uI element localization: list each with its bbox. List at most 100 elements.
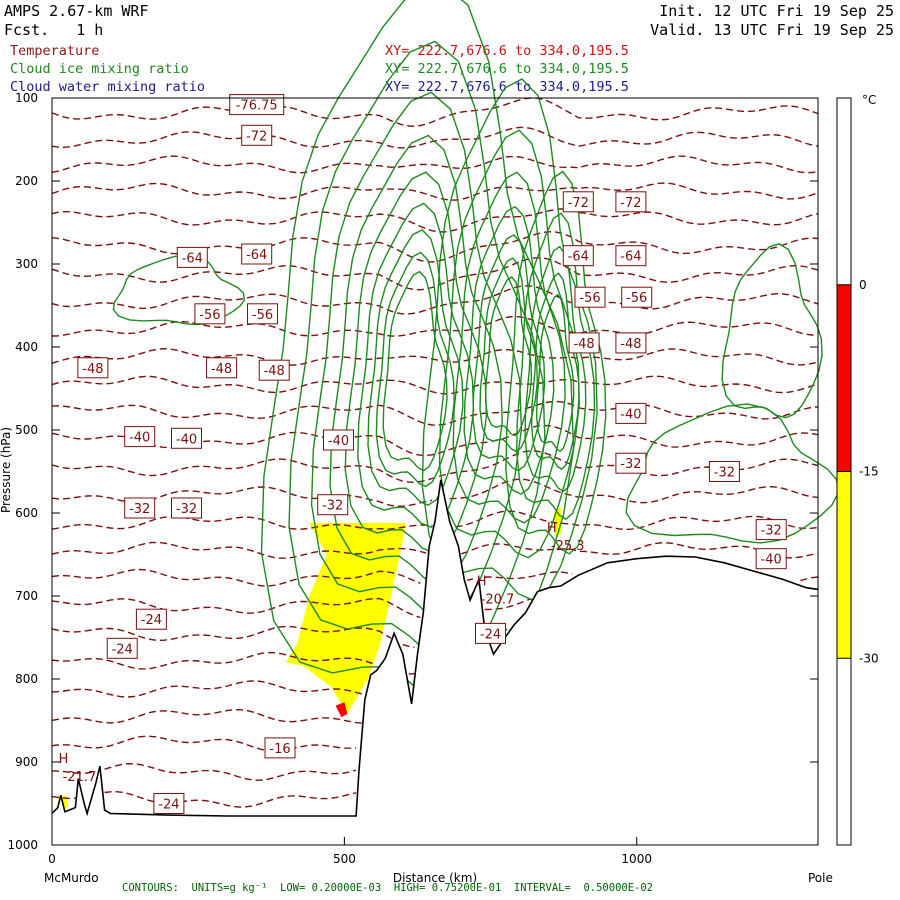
temperature-label-box — [229, 94, 285, 116]
temperature-label-box — [615, 191, 647, 213]
y-tick-label: 900 — [15, 755, 38, 769]
high-value: -25.3 — [551, 539, 585, 554]
legend-cloud-ice-xy: XY= 222.7,676.6 to 334.0,195.5 — [385, 61, 629, 77]
temperature-isotherm — [51, 230, 819, 263]
cloud-ice-contour — [721, 243, 823, 419]
temperature-label: -64 — [182, 251, 203, 266]
temperature-label: -56 — [579, 291, 600, 306]
x-tick-label: 500 — [333, 852, 356, 866]
temperature-label: -40 — [129, 431, 150, 446]
temperature-isotherm — [51, 478, 819, 507]
y-tick-label: 800 — [15, 672, 38, 686]
cloud-ice-contour — [484, 276, 533, 437]
temperature-isotherm — [51, 651, 415, 675]
temperature-label: -24 — [141, 613, 162, 628]
temperature-label-box — [124, 426, 156, 448]
temperature-label: -48 — [573, 337, 594, 352]
temperature-label: -24 — [158, 798, 179, 813]
cloud-ice-contour — [367, 229, 464, 506]
temperature-label-box — [562, 245, 594, 267]
cloud-ice-contour — [472, 234, 546, 472]
cloud-ice-contour — [479, 257, 539, 453]
temperature-label: -48 — [264, 364, 285, 379]
colorbar-tick-label: -15 — [859, 465, 879, 479]
colorbar-band — [837, 471, 851, 659]
temperature-label: -32 — [761, 524, 782, 539]
x-tick-label: 1000 — [621, 852, 652, 866]
cloud-water-fill-high — [335, 702, 348, 718]
temperature-label: -56 — [626, 291, 647, 306]
cloud-ice-contour — [375, 251, 455, 488]
legend-cloud-water: Cloud water mixing ratio — [10, 79, 206, 95]
colorbar-unit: °C — [862, 93, 876, 107]
y-tick-label: 200 — [15, 174, 38, 188]
temperature-label-box — [323, 429, 354, 451]
temperature-isotherm — [51, 424, 819, 457]
temperature-label-box — [77, 357, 109, 379]
temperature-label-box — [171, 497, 202, 519]
y-tick-label: 600 — [15, 506, 38, 520]
colorbar-band — [837, 658, 851, 846]
temperature-label: -32 — [620, 457, 641, 472]
temperature-isotherm — [51, 182, 819, 201]
high-marker: H — [547, 521, 557, 536]
temperature-isotherm — [51, 347, 819, 366]
cloud-water-fill — [285, 523, 406, 714]
y-tick-label: 1000 — [7, 838, 38, 852]
forecast-hour: Fcst. 1 h — [4, 21, 104, 39]
colorbar-tick-label: 0 — [859, 278, 867, 292]
cloud-ice-contour — [530, 272, 580, 470]
plot-frame — [51, 97, 819, 846]
temperature-label: -56 — [199, 308, 220, 323]
terrain-profile — [51, 479, 819, 817]
temperature-isotherm — [51, 680, 363, 698]
y-tick-label: 400 — [15, 340, 38, 354]
temperature-isotherm — [51, 375, 819, 395]
temperature-label: -40 — [620, 407, 641, 422]
high-marker: H — [477, 574, 487, 589]
temperature-label: -40 — [761, 553, 782, 568]
temperature-label: -56 — [252, 308, 273, 323]
high-value: -20.7 — [481, 592, 515, 607]
temperature-label-box — [475, 622, 506, 644]
temperature-isotherm — [51, 568, 819, 587]
temperature-isotherm — [51, 256, 819, 291]
cloud-ice-contour — [535, 293, 575, 453]
cloud-ice-contour — [421, 78, 598, 602]
y-axis-title: Pressure (hPa) — [0, 427, 13, 513]
temperature-label-box — [241, 243, 273, 265]
temperature-label: -72 — [620, 196, 641, 211]
x-axis-title: Distance (km) — [393, 871, 477, 885]
temperature-isotherm — [51, 762, 357, 781]
temperature-isotherm — [51, 735, 357, 752]
init-time: Init. 12 UTC Fri 19 Sep 25 — [659, 2, 894, 20]
temperature-label: -32 — [714, 466, 735, 481]
temperature-isotherm — [51, 400, 819, 426]
temperature-label-box — [755, 519, 787, 541]
terrain-mask — [52, 479, 818, 845]
temperature-label-box — [621, 286, 653, 308]
temperature-label: -48 — [82, 362, 103, 377]
temperature-isotherm — [51, 597, 532, 619]
x-left-endpoint-label: McMurdo — [44, 871, 99, 885]
temperature-label: -76.75 — [236, 99, 278, 114]
x-tick-label: 0 — [48, 852, 56, 866]
temperature-label-box — [258, 359, 290, 381]
temperature-label-box — [755, 548, 787, 570]
legend-temperature-xy: XY= 222.7,676.6 to 334.0,195.5 — [385, 43, 629, 59]
cloud-ice-contour — [438, 129, 581, 559]
colorbar-band — [837, 284, 851, 472]
cloud-ice-contour — [463, 205, 555, 495]
temperature-label: -72 — [568, 196, 589, 211]
temperature-label: -32 — [322, 499, 343, 514]
legend-cloud-water-xy: XY= 222.7,676.6 to 334.0,195.5 — [385, 79, 629, 95]
colorbar-band — [837, 98, 851, 285]
temperature-label-box — [264, 737, 296, 759]
cloud-ice-contour — [524, 245, 587, 493]
high-marker: H — [59, 752, 69, 767]
temperature-isotherm — [51, 208, 819, 233]
temperature-label-box — [206, 357, 238, 379]
temperature-label-box — [106, 637, 138, 659]
x-right-endpoint-label: Pole — [808, 871, 833, 885]
temperature-isotherm — [51, 790, 357, 808]
